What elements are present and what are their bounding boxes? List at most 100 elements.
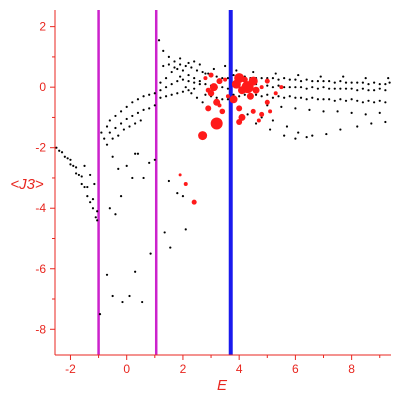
red-point-26 (256, 118, 261, 123)
black-point-46 (163, 231, 166, 234)
black-point-24 (93, 182, 96, 186)
black-point-212 (344, 99, 348, 102)
black-point-124 (226, 76, 230, 80)
black-point-173 (283, 86, 286, 89)
x-tick-label-0: -2 (65, 362, 76, 376)
black-point-120 (204, 72, 207, 75)
y-tick-label-3: -4 (35, 201, 46, 215)
black-point-226 (350, 111, 353, 114)
x-axis-title: E (217, 377, 228, 394)
black-point-36 (125, 164, 128, 167)
black-point-102 (157, 39, 161, 42)
black-point-209 (328, 98, 331, 101)
red-point-34 (191, 199, 197, 205)
x-tick-label-4: 6 (292, 362, 299, 376)
black-point-10 (69, 163, 72, 166)
black-point-84 (187, 73, 190, 77)
black-point-223 (308, 108, 311, 111)
red-point-16 (241, 76, 248, 83)
black-point-9 (63, 155, 66, 158)
black-point-151 (322, 80, 325, 83)
black-point-119 (201, 101, 204, 104)
axes: -2 0 2 4 6 8 2 0 -2 -4 -6 -8 (35, 10, 391, 376)
black-point-196 (254, 93, 258, 96)
black-point-243 (268, 128, 272, 131)
black-point-96 (164, 95, 168, 98)
red-point-22 (236, 118, 243, 125)
black-point-129 (226, 87, 230, 90)
black-point-51 (100, 131, 103, 134)
black-point-133 (221, 98, 224, 101)
black-point-106 (179, 63, 182, 66)
black-point-0 (55, 146, 58, 149)
black-point-205 (305, 98, 308, 101)
black-point-44 (134, 152, 137, 155)
y-tick-label-0: 2 (39, 20, 46, 34)
black-point-200 (277, 95, 280, 98)
black-point-63 (108, 131, 111, 134)
black-point-152 (328, 80, 331, 83)
red-point-28 (264, 78, 270, 84)
black-point-201 (283, 96, 286, 99)
black-point-17 (74, 166, 78, 169)
black-point-254 (198, 63, 201, 66)
black-point-128 (221, 86, 224, 89)
black-point-73 (111, 137, 114, 140)
black-point-162 (384, 83, 387, 86)
red-point-6 (205, 105, 212, 112)
black-point-12 (80, 182, 83, 186)
black-point-32 (149, 252, 152, 255)
black-point-159 (367, 83, 370, 86)
black-point-174 (288, 86, 291, 89)
black-point-91 (181, 78, 185, 81)
black-point-149 (311, 80, 314, 83)
black-point-70 (148, 107, 151, 110)
black-point-158 (361, 81, 364, 84)
black-point-116 (184, 86, 187, 89)
black-point-100 (187, 89, 190, 92)
black-point-141 (266, 76, 269, 80)
black-point-192 (232, 93, 235, 96)
black-point-104 (167, 55, 170, 59)
black-point-77 (134, 122, 137, 125)
black-point-155 (344, 81, 348, 84)
black-point-230 (260, 116, 263, 119)
black-point-3 (72, 164, 75, 167)
black-point-207 (316, 98, 319, 101)
black-point-225 (336, 110, 339, 113)
black-point-150 (316, 80, 319, 83)
black-point-222 (294, 107, 297, 110)
red-point-17 (229, 95, 238, 104)
black-point-232 (285, 125, 289, 128)
red-point-2 (216, 78, 223, 85)
black-point-178 (311, 86, 314, 89)
black-point-71 (153, 104, 156, 107)
black-point-69 (142, 108, 145, 111)
black-point-227 (364, 113, 367, 116)
black-point-157 (356, 81, 359, 84)
black-point-144 (283, 76, 286, 80)
black-point-176 (299, 86, 303, 89)
red-point-37 (259, 85, 264, 90)
black-point-26 (105, 273, 109, 276)
red-point-32 (225, 94, 230, 99)
black-point-27 (111, 294, 114, 298)
black-point-90 (176, 80, 179, 83)
black-point-134 (226, 98, 230, 101)
red-point-5 (219, 108, 226, 115)
black-point-194 (243, 93, 246, 96)
y-tick-label-2: -2 (35, 141, 46, 155)
black-point-23 (89, 173, 92, 177)
black-point-258 (212, 67, 215, 71)
black-point-147 (299, 80, 303, 83)
black-point-1 (60, 151, 64, 154)
black-point-28 (121, 300, 124, 304)
black-point-53 (108, 119, 111, 122)
x-tick-label-2: 2 (180, 362, 187, 376)
x-tick-label-5: 8 (348, 362, 355, 376)
black-point-98 (176, 92, 179, 95)
y-tick-label-5: -8 (35, 322, 46, 336)
black-point-204 (299, 96, 303, 99)
red-point-24 (268, 109, 273, 114)
